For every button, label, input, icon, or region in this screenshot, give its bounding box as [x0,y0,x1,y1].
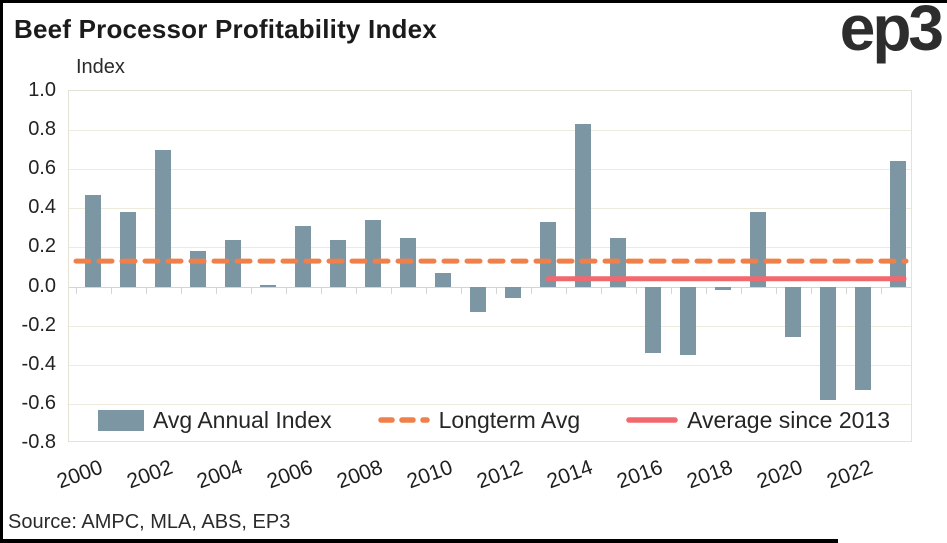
dashed-line-icon [377,417,430,423]
legend-label: Longterm Avg [438,406,581,433]
legend-item-average-since-2013: Average since 2013 [626,407,890,434]
y-axis-title: Index [76,56,125,78]
x-axis-tick-mark [390,286,392,294]
legend-label: Avg Annual Index [153,406,332,433]
y-tick-label: -0.2 [21,313,56,336]
bar-2019 [750,212,766,287]
bar-2002 [155,149,171,287]
bar-2018 [715,286,731,291]
bar-2003 [190,251,206,287]
y-tick-label: -0.6 [21,391,56,414]
x-tick-label: 2022 [823,455,876,494]
source-note: Source: AMPC, MLA, ABS, EP3 [8,511,291,533]
frame-edge-left [0,0,3,543]
legend: Avg Annual Index Longterm Avg Average si… [98,403,912,437]
gridline [69,208,911,210]
frame-edge-top [0,0,947,3]
x-tick-label: 2018 [683,455,736,494]
x-axis-tick-mark [565,286,567,294]
gridline [69,403,911,405]
x-tick-label: 2000 [53,455,106,494]
gridline [69,325,911,327]
x-tick-label: 2010 [403,455,456,494]
bar-2005 [260,284,276,287]
chart-title: Beef Processor Profitability Index [14,14,437,44]
x-axis-tick-mark [75,286,77,294]
gridline [69,247,911,249]
x-axis-tick-mark [810,286,812,294]
x-axis-tick-mark [110,286,112,294]
gridline [69,364,911,366]
x-tick-label: 2006 [263,455,316,494]
y-tick-label: 0.8 [28,118,56,141]
x-axis-tick-mark [495,286,497,294]
bar-2015 [610,237,626,287]
bar-2023 [890,161,906,287]
bar-2004 [225,239,241,287]
x-axis-tick-mark [845,286,847,294]
x-tick-label: 2016 [613,455,666,494]
bar-2007 [330,239,346,287]
x-axis-tick-mark [705,286,707,294]
x-axis-tick-mark [285,286,287,294]
frame-edge-bottom [0,539,838,543]
x-tick-label: 2008 [333,455,386,494]
x-axis-tick-mark [775,286,777,294]
bar-2011 [470,286,486,312]
gridline [69,169,911,171]
bar-2000 [85,194,101,287]
y-tick-label: 0.4 [28,196,56,219]
bar-2010 [435,272,451,287]
y-tick-label: -0.4 [21,352,56,375]
x-axis-tick-mark [740,286,742,294]
x-axis-tick-mark [180,286,182,294]
y-tick-label: 1.0 [28,79,56,101]
bar-2012 [505,286,521,299]
x-axis-tick-mark [635,286,637,294]
legend-item-avg-annual-index: Avg Annual Index [98,407,332,434]
bar-2013 [540,222,556,287]
y-tick-label: -0.8 [21,431,56,453]
gridline [69,130,911,132]
bar-2006 [295,225,311,287]
solid-line-icon [626,417,678,423]
x-axis-tick-mark [215,286,217,294]
zero-gridline [69,286,911,288]
bar-2021 [820,286,836,400]
x-tick-label: 2020 [753,455,806,494]
bar-2008 [365,220,381,287]
plot-area [68,90,912,442]
y-tick-label: 0.6 [28,157,56,180]
x-tick-label: 2012 [473,455,526,494]
bar-2009 [400,237,416,287]
legend-label: Average since 2013 [687,406,891,433]
bar-2014 [575,124,591,287]
y-tick-label: 0.2 [28,235,56,258]
x-axis-tick-mark [670,286,672,294]
y-tick-label: 0.0 [28,274,56,297]
bar-2022 [855,286,871,391]
legend-item-longterm-avg: Longterm Avg [377,406,581,434]
x-axis-tick-mark [460,286,462,294]
x-axis-tick-mark [355,286,357,294]
bar-2020 [785,286,801,338]
x-tick-label: 2014 [543,455,596,494]
x-tick-label: 2002 [123,455,176,494]
x-axis-tick-mark [880,286,882,294]
x-axis-tick-mark [145,286,147,294]
x-axis-tick-mark [250,286,252,294]
x-axis-tick-mark [320,286,322,294]
ep3-logo: ep3 [839,0,944,64]
x-axis-tick-mark [425,286,427,294]
x-axis-tick-mark [600,286,602,294]
bar-2001 [120,212,136,287]
x-axis-tick-mark [530,286,532,294]
bar-swatch-icon [98,409,144,431]
bar-2017 [680,286,696,355]
bar-2016 [645,286,661,354]
x-tick-label: 2004 [193,455,246,494]
